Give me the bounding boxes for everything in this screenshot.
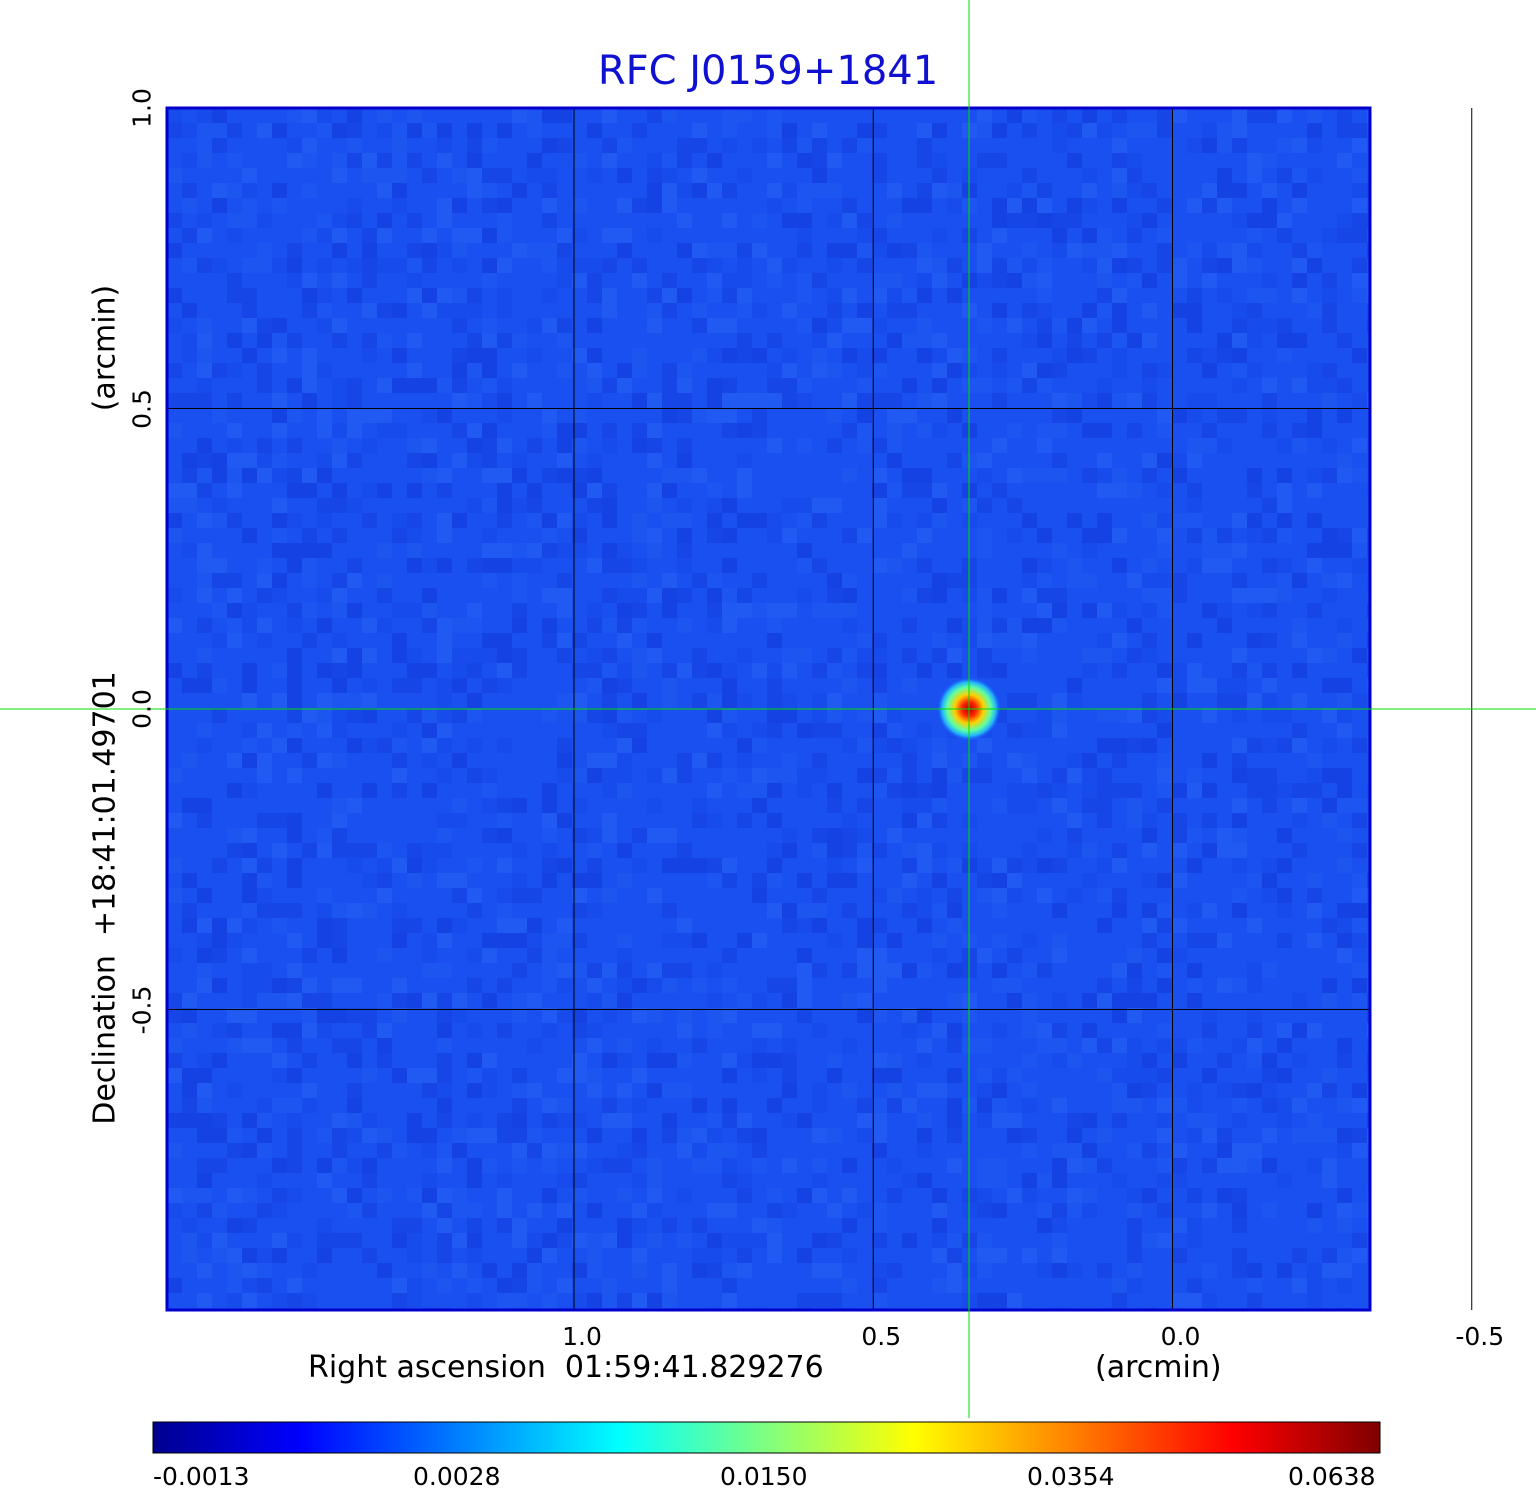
colorbar-tick-label-4: 0.0638 xyxy=(1288,1462,1376,1491)
x-tick-label-1: 0.5 xyxy=(861,1322,902,1351)
x-axis-unit: (arcmin) xyxy=(1095,1350,1222,1385)
x-tick-label-0: 1.0 xyxy=(562,1322,602,1351)
chart-title: RFC J0159+1841 xyxy=(597,48,939,94)
colorbar-tick-label-1: 0.0028 xyxy=(413,1462,501,1491)
y-tick-label-0: 1.0 xyxy=(127,88,157,128)
colorbar-tick-label-0: -0.0013 xyxy=(153,1462,250,1491)
noise-pattern xyxy=(167,108,1370,1310)
y-tick-label-2: 0.0 xyxy=(127,689,157,729)
x-axis-label: Right ascension 01:59:41.829276 xyxy=(308,1350,824,1385)
colorbar-tick-label-3: 0.0354 xyxy=(1027,1462,1115,1491)
x-tick-label-2: 0.0 xyxy=(1160,1322,1201,1351)
colorbar xyxy=(152,1421,1381,1454)
y-axis-label: Declination +18:41:01.49701 xyxy=(87,671,123,1125)
y-tick-label-1: 0.5 xyxy=(127,388,157,429)
y-axis-unit: (arcmin) xyxy=(87,284,123,412)
x-tick-label-3: -0.5 xyxy=(1455,1322,1505,1351)
colorbar-tick-label-2: 0.0150 xyxy=(720,1462,808,1491)
y-tick-label-3: -0.5 xyxy=(127,985,157,1034)
